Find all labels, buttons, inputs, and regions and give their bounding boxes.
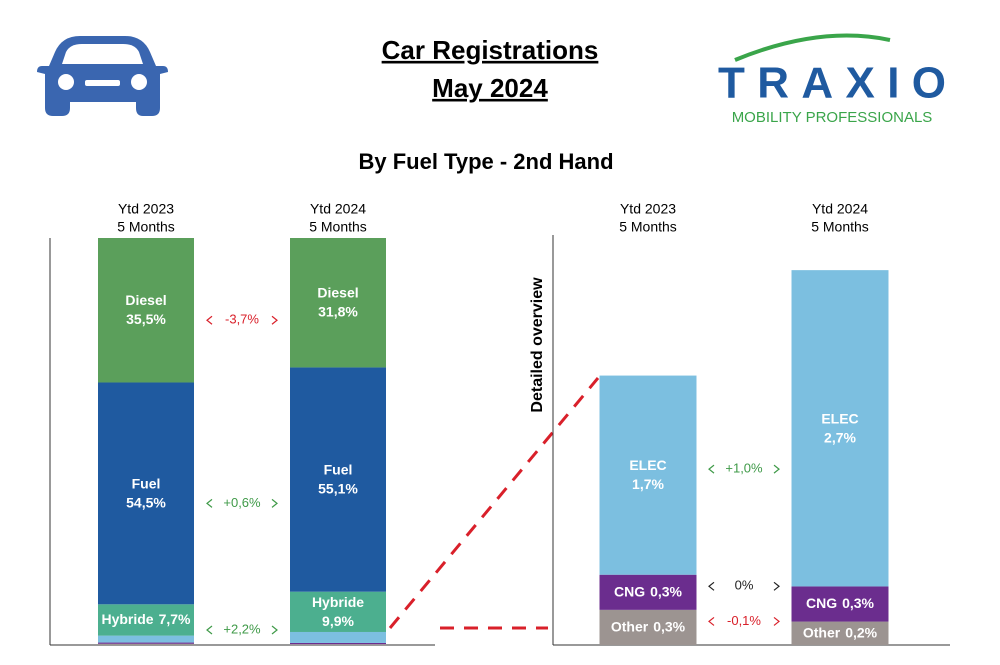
- value-label: 0,3%: [842, 595, 874, 611]
- value-label: 9,9%: [322, 613, 354, 629]
- category-note: 5 Months: [811, 219, 869, 235]
- category-label: Ytd 2023: [118, 201, 174, 217]
- series-name: Fuel: [132, 475, 161, 491]
- category-label: Ytd 2024: [812, 201, 868, 217]
- bar-segment: [98, 238, 194, 383]
- data-label: Fuel 55,1%: [318, 461, 358, 496]
- change-label: +2,2%: [223, 621, 261, 636]
- data-label: Other 0,2%: [803, 624, 878, 640]
- data-label: Hybride 7,7%: [101, 611, 191, 627]
- chevron: [271, 498, 278, 508]
- value-label: 31,8%: [318, 303, 358, 319]
- bar-segment: [290, 591, 386, 632]
- value-label: 7,7%: [159, 611, 191, 627]
- value-label: 2,7%: [824, 429, 856, 445]
- value-label: 54,5%: [126, 494, 166, 510]
- bar-segment: [290, 644, 386, 645]
- category-label: Ytd 2024: [310, 201, 366, 217]
- chevron: [773, 581, 780, 591]
- bar-segment: [98, 604, 194, 636]
- data-label: CNG 0,3%: [806, 595, 875, 611]
- value-label: 1,7%: [632, 476, 664, 492]
- bar-segment: [98, 635, 194, 643]
- data-label: Fuel 54,5%: [126, 475, 166, 510]
- change-label: 0%: [735, 578, 754, 593]
- change-label: -3,7%: [225, 312, 259, 327]
- bar-segment: [98, 382, 194, 605]
- series-name: Diesel: [317, 284, 358, 300]
- chevron: [773, 616, 780, 626]
- title-line: Car Registrations: [382, 35, 599, 65]
- chevron: [206, 498, 213, 508]
- bar-segment: [98, 643, 194, 645]
- data-label: ELEC 1,7%: [629, 457, 666, 492]
- bar-segment: [599, 375, 697, 575]
- chevron: [708, 581, 715, 591]
- series-name: Other: [803, 624, 841, 640]
- bar-segment: [599, 609, 697, 645]
- chevron: [708, 464, 715, 474]
- data-label: Diesel 31,8%: [317, 284, 358, 319]
- bar-segment: [290, 642, 386, 645]
- chevron: [206, 625, 213, 635]
- value-label: 35,5%: [126, 311, 166, 327]
- chevron: [271, 315, 278, 325]
- logo-swoosh: [734, 33, 891, 62]
- value-label: 0,3%: [653, 618, 685, 634]
- chevron: [773, 464, 780, 474]
- category-label: Ytd 2023: [620, 201, 676, 217]
- data-label: Hybride 9,9%: [312, 594, 364, 629]
- category-note: 5 Months: [117, 219, 175, 235]
- data-label: Other 0,3%: [611, 618, 686, 634]
- series-name: CNG: [614, 583, 645, 599]
- data-label: ELEC 2,7%: [821, 410, 858, 445]
- logo-name: TRAXIO: [718, 59, 946, 108]
- value-label: 0,3%: [650, 583, 682, 599]
- bar-segment: [290, 367, 386, 592]
- bar-segment: [290, 631, 386, 643]
- series-name: Hybride: [101, 611, 153, 627]
- data-label: CNG 0,3%: [614, 583, 683, 599]
- zoom-line: [388, 377, 600, 629]
- data-label: Diesel 35,5%: [125, 292, 166, 327]
- bar-segment: [599, 574, 697, 610]
- bar-segment: [98, 642, 194, 644]
- series-name: ELEC: [629, 457, 666, 473]
- value-label: 55,1%: [318, 480, 358, 496]
- series-name: Hybride: [312, 594, 364, 610]
- change-label: +1,0%: [725, 461, 763, 476]
- title-line: May 2024: [432, 73, 548, 103]
- chevron: [708, 616, 715, 626]
- category-note: 5 Months: [309, 219, 367, 235]
- change-label: +0,6%: [223, 495, 261, 510]
- series-name: Diesel: [125, 292, 166, 308]
- chart-title: By Fuel Type - 2nd Hand: [358, 149, 613, 174]
- series-name: Other: [611, 618, 649, 634]
- bar-segment: [290, 238, 386, 368]
- bar-segment: [791, 586, 889, 622]
- bar-segment: [791, 270, 889, 587]
- bar-segment: [791, 621, 889, 645]
- axis-label: Detailed overview: [529, 277, 546, 413]
- category-note: 5 Months: [619, 219, 677, 235]
- logo-tagline: MOBILITY PROFESSIONALS: [732, 109, 933, 126]
- chevron: [271, 625, 278, 635]
- series-name: CNG: [806, 595, 837, 611]
- car-icon: [37, 36, 168, 116]
- chevron: [206, 315, 213, 325]
- change-label: -0,1%: [727, 613, 761, 628]
- value-label: 0,2%: [845, 624, 877, 640]
- series-name: Fuel: [324, 461, 353, 477]
- series-name: ELEC: [821, 410, 858, 426]
